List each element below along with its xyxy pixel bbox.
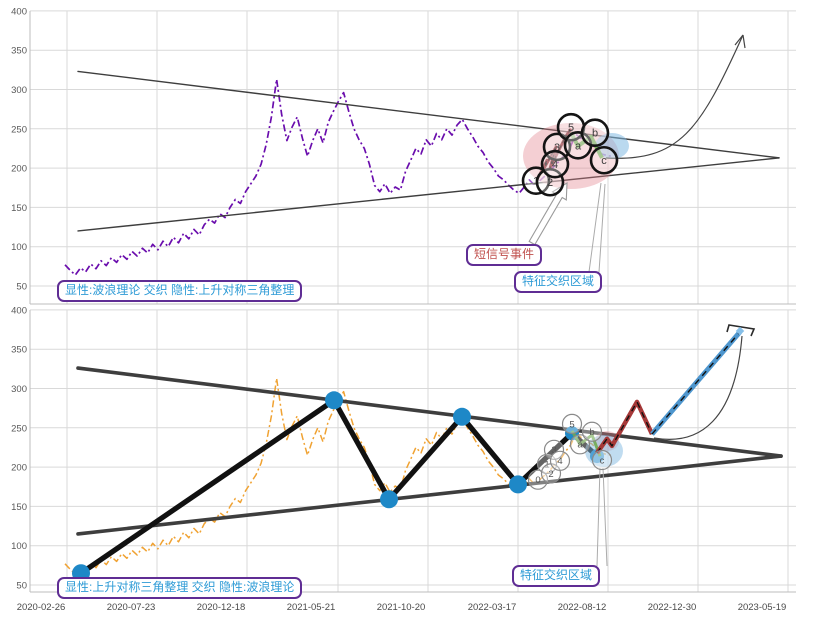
price-line-top — [64, 78, 613, 276]
trendline-bottom-upper — [76, 366, 783, 458]
pivot-dot — [509, 475, 527, 494]
y-tick-label: 50 — [16, 581, 27, 592]
leader-line-feature-zone-top — [588, 182, 606, 273]
trendline-bottom-lower — [76, 454, 783, 536]
wave-bottom-label-5: 5 — [569, 419, 574, 430]
wave-top-label-a: a — [575, 140, 582, 152]
wave-top-circle-b — [580, 118, 610, 148]
y-tick-label: 150 — [11, 502, 27, 513]
y-tick-label: 250 — [11, 124, 27, 135]
pivot-dot — [453, 407, 471, 426]
wave-bottom-label-c: c — [600, 455, 605, 466]
trendline-top-lower — [77, 157, 780, 232]
breakout-arrowhead-top — [734, 34, 746, 49]
x-tick-label: 2020-12-18 — [197, 602, 246, 613]
wave-top-circle-2 — [535, 167, 565, 197]
feature-zone-label-top: 特征交织区域 — [514, 271, 603, 293]
wave-top-label-5: 5 — [568, 122, 574, 134]
breakout-curve-bottom — [653, 335, 743, 440]
wave-bottom-circle-b — [581, 421, 603, 442]
wave-top-circle-4 — [540, 149, 570, 179]
top-panel-caption: 显性:波浪理论 交织 隐性:上升对称三角整理 — [57, 280, 303, 302]
bottom-panel-caption: 显性:上升对称三角整理 交织 隐性:波浪理论 — [57, 577, 303, 599]
axis-tick-labels: 4003503002502001501005040035030025020015… — [11, 6, 786, 613]
x-tick-label: 2023-05-19 — [738, 602, 787, 613]
x-tick-label: 2022-03-17 — [468, 602, 517, 613]
wave-bottom-circle-0 — [527, 469, 549, 490]
wave-bottom-label-b: b — [589, 427, 594, 438]
y-tick-label: 100 — [11, 541, 27, 552]
wave-label-circles-layer: 12345abc012345abc — [521, 112, 619, 490]
wave-top-label-3: 3 — [554, 142, 560, 154]
y-tick-label: 100 — [11, 242, 27, 253]
wave-top-label-2: 2 — [547, 177, 553, 189]
wave-bottom-label-2: 2 — [548, 469, 553, 480]
y-tick-label: 400 — [11, 305, 27, 316]
wave-top-circle-c — [589, 145, 619, 175]
wave-bottom-circle-4 — [549, 450, 571, 471]
wave-top-label-b: b — [592, 128, 598, 140]
y-tick-label: 350 — [11, 345, 27, 356]
feature-zone-label-bottom: 特征交织区域 — [512, 565, 601, 587]
x-tick-label: 2020-02-26 — [17, 602, 66, 613]
x-tick-label: 2020-07-23 — [107, 602, 156, 613]
projection-red-dash-overlay — [596, 401, 653, 454]
leader-line-feature-zone-bottom — [596, 467, 608, 567]
pivot-dot — [380, 490, 398, 509]
y-tick-label: 400 — [11, 6, 27, 17]
short-signal-label: 短信号事件 — [466, 244, 543, 266]
wave-top-label-4: 4 — [552, 159, 558, 171]
pivot-dot — [325, 391, 343, 410]
wave-top-label-c: c — [601, 155, 607, 167]
wave-bottom-circle-5 — [561, 413, 583, 434]
y-tick-label: 200 — [11, 463, 27, 474]
y-tick-label: 300 — [11, 384, 27, 395]
target-marker-staple — [726, 324, 756, 337]
wave-bottom-label-0: 0 — [535, 475, 540, 486]
y-tick-label: 150 — [11, 203, 27, 214]
wave-bottom-label-4: 4 — [557, 456, 562, 467]
y-tick-label: 250 — [11, 423, 27, 434]
y-tick-label: 50 — [16, 282, 27, 293]
wave-bottom-label-3: 3 — [551, 445, 556, 456]
y-tick-label: 350 — [11, 46, 27, 57]
x-tick-label: 2022-08-12 — [558, 602, 607, 613]
feature-zone-ellipse-blue-top — [595, 133, 629, 159]
wave-bottom-circle-c — [591, 449, 613, 471]
x-tick-label: 2021-10-20 — [377, 602, 426, 613]
target-marker-diamond — [735, 326, 745, 336]
trendline-top-upper — [77, 70, 780, 159]
projection-layer — [595, 330, 742, 455]
x-tick-label: 2021-05-21 — [287, 602, 336, 613]
wave-bottom-circle-3 — [543, 439, 565, 460]
projection-blue-dash-overlay — [651, 331, 741, 435]
wave-bottom-label-a: a — [577, 440, 583, 451]
triangle-trendlines-layer — [76, 70, 783, 536]
x-tick-label: 2022-12-30 — [648, 602, 697, 613]
wave-bottom-circle-a — [569, 434, 591, 455]
breakout-arrow-top — [605, 34, 744, 159]
y-tick-label: 200 — [11, 164, 27, 175]
y-tick-label: 300 — [11, 85, 27, 96]
